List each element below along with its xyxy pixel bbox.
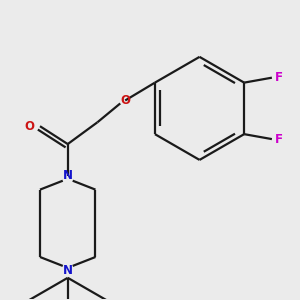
Text: F: F <box>275 71 283 84</box>
Text: N: N <box>63 169 73 182</box>
Text: N: N <box>63 264 73 278</box>
Text: O: O <box>120 94 130 107</box>
Text: F: F <box>275 133 283 146</box>
Text: O: O <box>24 120 34 133</box>
